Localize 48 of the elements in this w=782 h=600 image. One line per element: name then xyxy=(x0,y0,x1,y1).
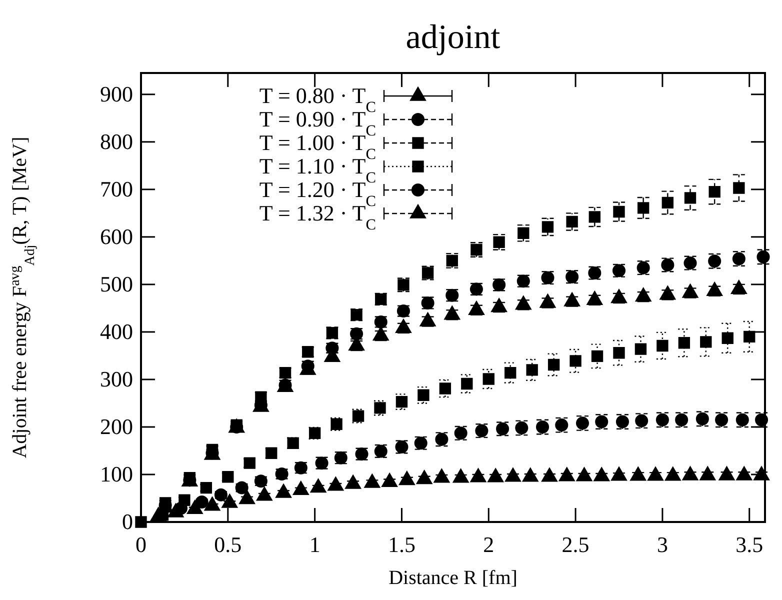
y-tick-label: 300 xyxy=(100,366,133,392)
y-tick-label: 200 xyxy=(100,414,133,439)
point xyxy=(570,355,582,367)
point xyxy=(542,221,554,233)
x-tick-label: 1 xyxy=(309,532,320,557)
y-tick-label: 800 xyxy=(100,128,133,154)
x-tick-label: 3 xyxy=(656,532,668,557)
y-tick-label: 600 xyxy=(100,224,133,249)
point xyxy=(566,216,578,228)
y-tick-label: 700 xyxy=(100,176,133,202)
point xyxy=(733,182,745,194)
y-tick-label: 400 xyxy=(100,318,133,344)
point xyxy=(613,206,625,218)
chart-title: adjoint xyxy=(406,19,501,56)
point xyxy=(504,366,516,379)
point xyxy=(656,340,668,352)
point xyxy=(588,211,601,223)
x-tick-label: 2.5 xyxy=(562,532,590,557)
point xyxy=(159,497,172,509)
x-tick-label: 0.5 xyxy=(214,532,242,557)
point xyxy=(637,202,650,214)
point xyxy=(206,444,218,456)
point xyxy=(548,358,560,371)
y-tick-label: 100 xyxy=(100,461,133,486)
x-tick-label: 1.5 xyxy=(388,532,416,557)
point xyxy=(418,389,430,401)
point xyxy=(591,350,604,362)
point xyxy=(482,373,494,385)
x-tick-label: 2 xyxy=(483,532,494,557)
point xyxy=(493,236,505,248)
x-tick-label: 3.5 xyxy=(736,532,764,557)
x-axis-title: Distance R [fm] xyxy=(388,567,518,589)
point xyxy=(518,227,530,239)
point xyxy=(634,343,647,355)
y-tick-label: 900 xyxy=(100,81,133,106)
point xyxy=(662,196,674,209)
point xyxy=(684,192,696,204)
y-tick-label: 0 xyxy=(122,509,133,534)
point xyxy=(613,347,625,359)
point xyxy=(722,332,734,344)
point xyxy=(461,378,473,390)
point xyxy=(439,382,452,394)
point xyxy=(744,330,756,343)
point xyxy=(678,337,690,349)
point xyxy=(526,364,538,376)
y-tick-label: 500 xyxy=(100,271,133,296)
point xyxy=(708,186,720,198)
point xyxy=(700,336,712,348)
